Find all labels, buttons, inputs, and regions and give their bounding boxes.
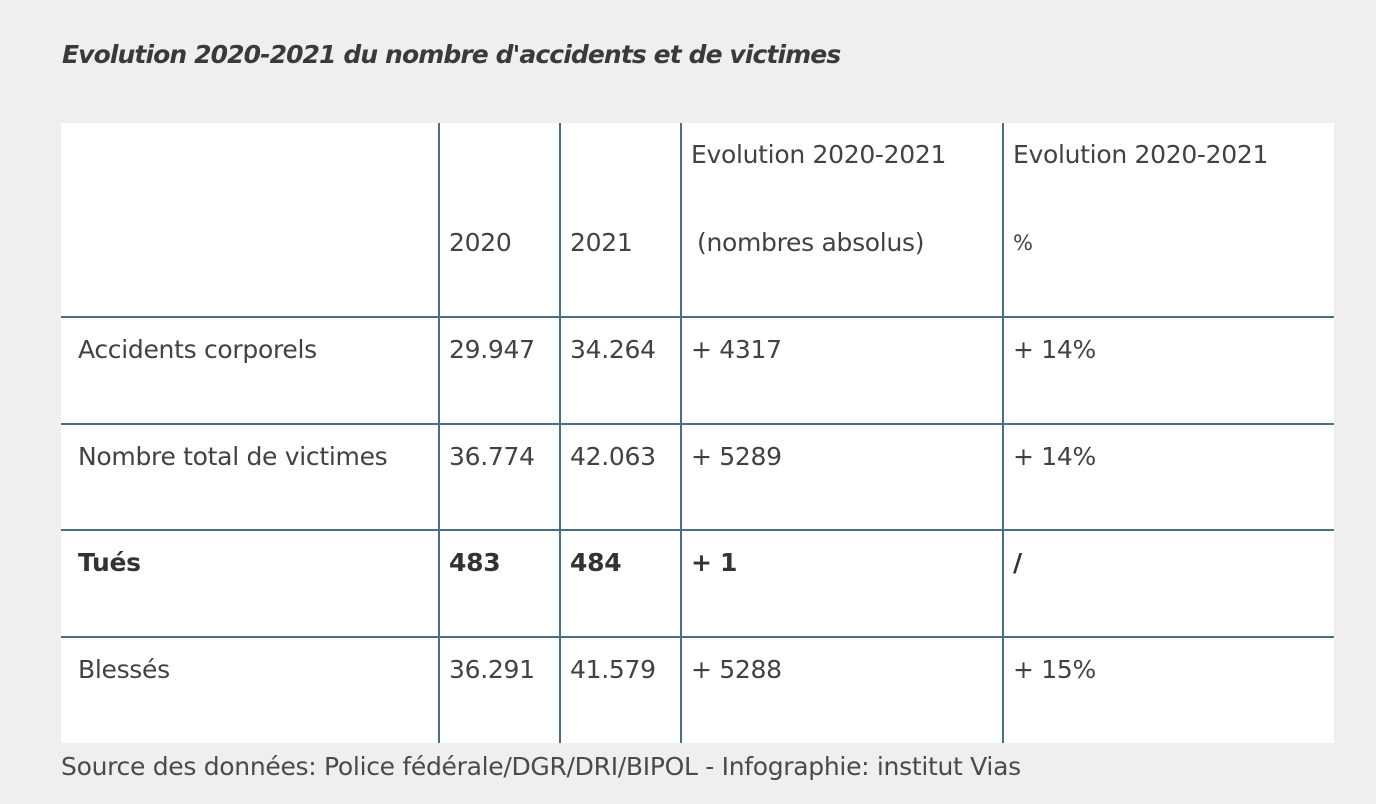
row-divider: [61, 529, 1334, 531]
row-label: Blessés: [78, 655, 170, 684]
cell-evolution-pct: /: [1013, 548, 1022, 577]
header-cell-2021: 2021: [570, 228, 633, 257]
header-cell-evolution-abs-subtitle: (nombres absolus): [697, 228, 925, 257]
cell-2021: 42.063: [570, 442, 656, 471]
cell-2020: 36.774: [449, 442, 535, 471]
row-label: Accidents corporels: [78, 335, 317, 364]
column-divider: [559, 123, 561, 743]
cell-evolution-pct: + 14%: [1013, 335, 1096, 364]
row-divider: [61, 636, 1334, 638]
column-divider: [1002, 123, 1004, 743]
cell-2021: 34.264: [570, 335, 656, 364]
row-divider: [61, 316, 1334, 318]
cell-evolution-abs: + 4317: [691, 335, 782, 364]
cell-evolution-abs: + 5288: [691, 655, 782, 684]
cell-evolution-abs: + 5289: [691, 442, 782, 471]
page-title: Evolution 2020-2021 du nombre d'accident…: [62, 40, 841, 69]
cell-evolution-pct: + 15%: [1013, 655, 1096, 684]
cell-evolution-abs: + 1: [691, 548, 738, 577]
cell-2020: 29.947: [449, 335, 535, 364]
header-cell-evolution-pct-title: Evolution 2020-2021: [1013, 140, 1269, 169]
cell-2020: 36.291: [449, 655, 535, 684]
cell-2021: 41.579: [570, 655, 656, 684]
header-cell-evolution-pct-subtitle: %: [1013, 231, 1033, 255]
cell-evolution-pct: + 14%: [1013, 442, 1096, 471]
cell-2020: 483: [449, 548, 501, 577]
row-label: Nombre total de victimes: [78, 442, 388, 471]
header-cell-evolution-abs-title: Evolution 2020-2021: [691, 140, 947, 169]
cell-2021: 484: [570, 548, 622, 577]
source-caption: Source des données: Police fédérale/DGR/…: [61, 752, 1021, 781]
column-divider: [680, 123, 682, 743]
column-divider: [438, 123, 440, 743]
row-label: Tués: [78, 548, 141, 577]
row-divider: [61, 423, 1334, 425]
header-cell-2020: 2020: [449, 228, 512, 257]
stats-table: 2020 2021 Evolution 2020-2021 (nombres a…: [61, 123, 1334, 743]
